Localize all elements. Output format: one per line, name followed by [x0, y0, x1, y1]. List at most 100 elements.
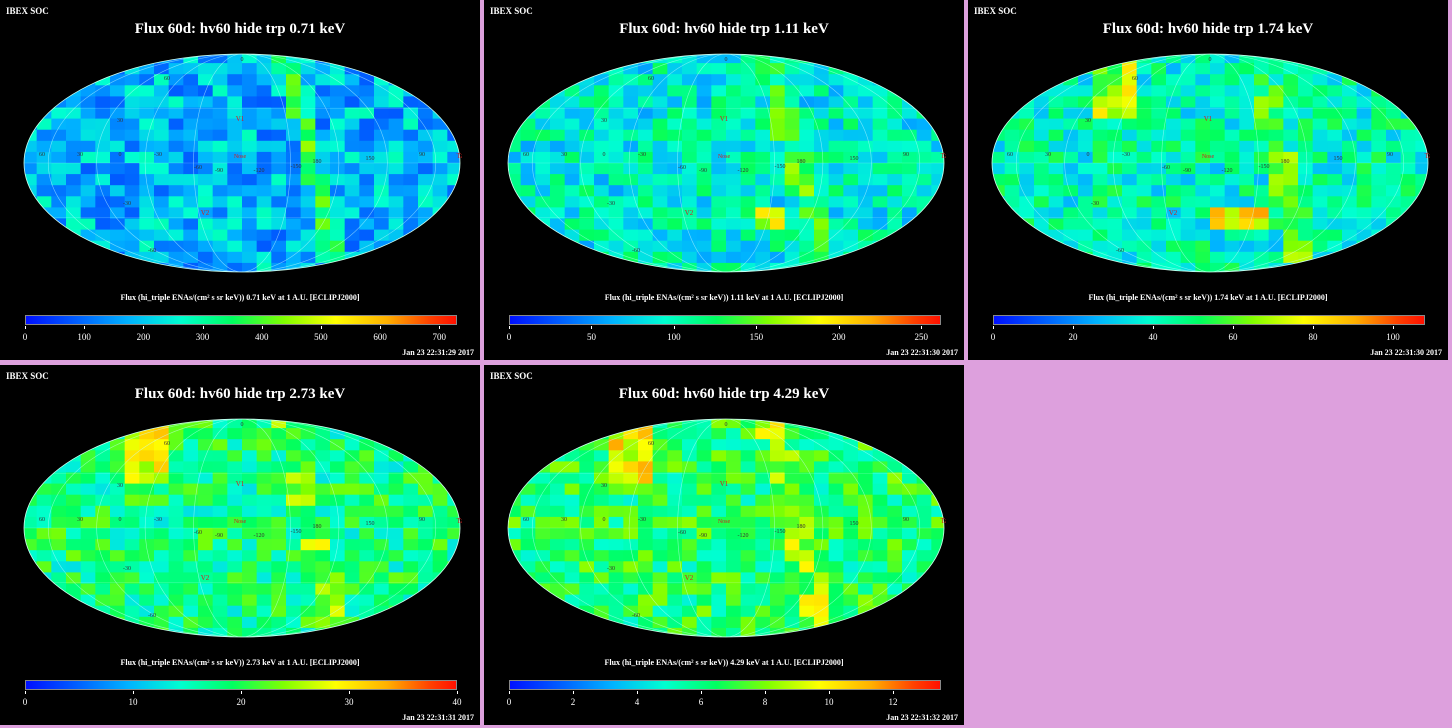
heatmap-cell: [520, 63, 536, 75]
heatmap-cell: [623, 483, 639, 496]
heatmap-cell: [271, 450, 287, 462]
heatmap-cell: [667, 605, 683, 618]
heatmap-cell: [447, 472, 460, 485]
heatmap-cell: [359, 196, 375, 208]
heatmap-cell: [682, 605, 698, 618]
heatmap-cell: [843, 450, 859, 462]
heatmap-cell: [315, 151, 331, 164]
heatmap-cell: [755, 627, 771, 637]
heatmap-cell: [755, 461, 771, 474]
heatmap-cell: [1400, 151, 1416, 164]
heatmap-cell: [447, 505, 460, 518]
heatmap-cell: [1151, 140, 1167, 153]
meridian-line: [96, 419, 388, 637]
heatmap-cell: [36, 118, 52, 131]
heatmap-cell: [66, 63, 82, 75]
colorbar-label: Flux (hi_triple ENAs/(cm² s sr keV)) 1.7…: [1088, 293, 1328, 302]
heatmap-cell: [931, 74, 944, 86]
heatmap-cell: [858, 494, 874, 507]
heatmap-cell: [1224, 118, 1240, 131]
heatmap-cell: [696, 140, 712, 153]
heatmap-cell: [388, 419, 404, 429]
heatmap-cell: [154, 505, 170, 518]
heatmap-cell: [667, 461, 683, 474]
heatmap-cell: [843, 428, 859, 440]
heatmap-cell: [198, 229, 214, 242]
heatmap-cell: [1166, 74, 1182, 86]
heatmap-cell: [1224, 54, 1240, 64]
heatmap-cell: [168, 450, 184, 462]
heatmap-cell: [916, 229, 932, 242]
heatmap-cell: [374, 74, 390, 86]
heatmap-cell: [432, 419, 448, 429]
heatmap-cell: [1400, 185, 1416, 197]
heatmap-cell: [447, 140, 460, 153]
heatmap-cell: [828, 539, 844, 551]
heatmap-cell: [315, 118, 331, 131]
heatmap-cell: [1166, 229, 1182, 242]
heatmap-cell: [374, 528, 390, 540]
meridian-line: [580, 54, 872, 272]
heatmap-cell: [300, 594, 316, 607]
heatmap-cell: [594, 229, 610, 242]
heatmap-cell: [682, 107, 698, 120]
heatmap-cell: [1107, 63, 1123, 75]
colorbar-tick: [349, 691, 350, 694]
heatmap-cell: [755, 505, 771, 518]
heatmap-cell: [154, 472, 170, 485]
heatmap-cell: [992, 196, 1006, 208]
heatmap-cell: [740, 118, 756, 131]
heatmap-cell: [212, 428, 228, 440]
heatmap-cell: [1386, 251, 1402, 264]
heatmap-cell: [814, 516, 830, 529]
heatmap-cell: [1004, 262, 1020, 272]
map-label: V2: [1169, 209, 1178, 217]
heatmap-cell: [447, 450, 460, 462]
meridian-line: [96, 54, 388, 272]
heatmap-cell: [1107, 240, 1123, 253]
heatmap-cell: [740, 616, 756, 629]
heatmap-cell: [726, 174, 742, 186]
heatmap-cell: [271, 572, 287, 585]
heatmap-cell: [784, 561, 800, 573]
heatmap-cell: [124, 74, 140, 86]
heatmap-cell: [1048, 129, 1064, 142]
heatmap-cell: [872, 439, 888, 451]
heatmap-cell: [374, 428, 390, 440]
heatmap-cell: [1195, 262, 1211, 272]
heatmap-cell: [992, 140, 1006, 153]
header-label: IBEX SOC: [6, 6, 49, 16]
heatmap-cell: [95, 539, 111, 551]
heatmap-cell: [652, 96, 668, 109]
heatmap-cell: [447, 627, 460, 637]
heatmap-cell: [711, 461, 727, 474]
heatmap-cell: [623, 505, 639, 518]
heatmap-cell: [535, 528, 551, 540]
heatmap-cell: [227, 627, 243, 637]
heatmap-cell: [740, 251, 756, 264]
heatmap-cell: [740, 85, 756, 97]
heatmap-cell: [887, 218, 903, 231]
heatmap-cell: [124, 539, 140, 551]
heatmap-cell: [1210, 63, 1226, 75]
heatmap-cell: [286, 528, 302, 540]
heatmap-cell: [652, 129, 668, 142]
heatmap-cell: [1342, 129, 1358, 142]
heatmap-cell: [1078, 196, 1094, 208]
heatmap-cell: [374, 450, 390, 462]
heatmap-cell: [344, 419, 360, 429]
heatmap-cell: [418, 251, 434, 264]
heatmap-cell: [931, 572, 944, 585]
heatmap-cell: [168, 185, 184, 197]
heatmap-cell: [110, 151, 126, 164]
heatmap-cell: [931, 118, 944, 131]
heatmap-cell: [608, 419, 624, 429]
heatmap-cell: [51, 54, 67, 64]
heatmap-cell: [1195, 151, 1211, 164]
heatmap-cell: [418, 207, 434, 220]
heatmap-cell: [403, 528, 419, 540]
meridian-line: [47, 54, 437, 272]
heatmap-cell: [344, 472, 360, 485]
heatmap-cell: [858, 163, 874, 175]
